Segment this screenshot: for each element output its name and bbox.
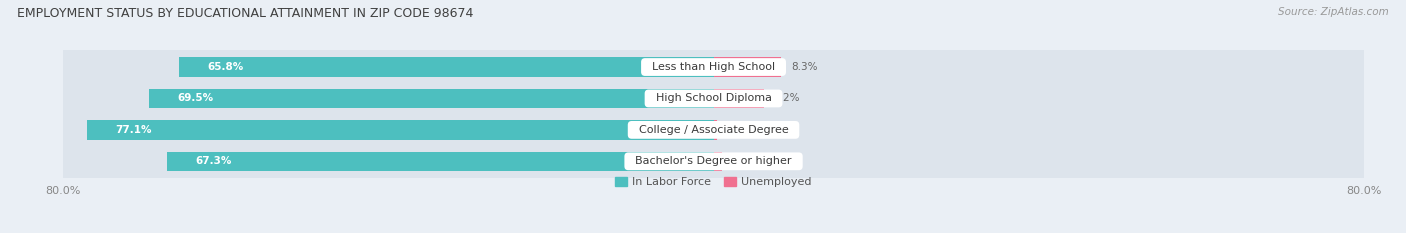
Text: EMPLOYMENT STATUS BY EDUCATIONAL ATTAINMENT IN ZIP CODE 98674: EMPLOYMENT STATUS BY EDUCATIONAL ATTAINM… [17,7,474,20]
Text: 8.3%: 8.3% [790,62,817,72]
Legend: In Labor Force, Unemployed: In Labor Force, Unemployed [616,177,811,187]
Bar [87,120,713,140]
Text: 67.3%: 67.3% [195,156,232,166]
Text: High School Diploma: High School Diploma [648,93,779,103]
Text: 6.2%: 6.2% [773,93,800,103]
Text: 0.4%: 0.4% [727,125,754,135]
Bar [63,145,1364,178]
Text: 69.5%: 69.5% [177,93,214,103]
Bar [149,89,713,108]
Bar [713,57,780,77]
Bar [63,51,1364,84]
Text: 65.8%: 65.8% [207,62,243,72]
Text: Less than High School: Less than High School [645,62,782,72]
Bar [63,113,1364,147]
Text: Bachelor's Degree or higher: Bachelor's Degree or higher [628,156,799,166]
Text: Source: ZipAtlas.com: Source: ZipAtlas.com [1278,7,1389,17]
Bar [63,82,1364,115]
Text: College / Associate Degree: College / Associate Degree [631,125,796,135]
Text: 77.1%: 77.1% [115,125,152,135]
Bar [179,57,713,77]
Bar [713,89,763,108]
Text: 1.1%: 1.1% [733,156,759,166]
Bar [713,152,723,171]
Bar [166,152,713,171]
Bar [713,120,717,140]
